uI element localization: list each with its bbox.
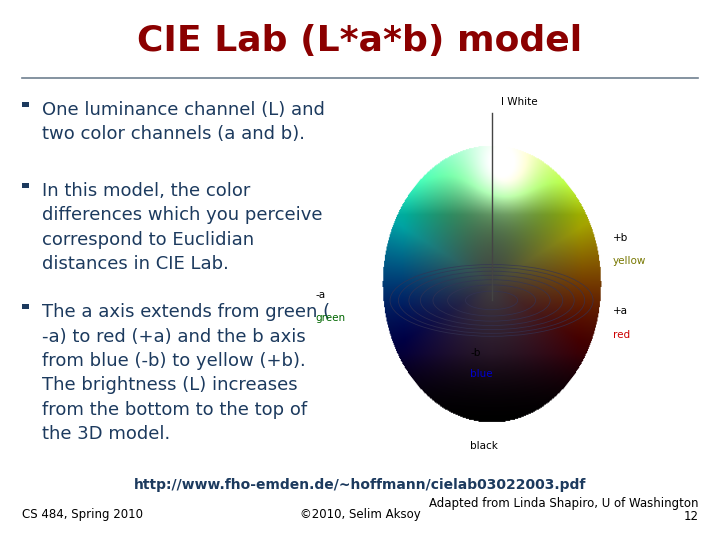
Text: red: red bbox=[613, 330, 630, 340]
FancyBboxPatch shape bbox=[22, 304, 29, 309]
Text: 12: 12 bbox=[683, 510, 698, 523]
Text: In this model, the color
differences which you perceive
correspond to Euclidian
: In this model, the color differences whi… bbox=[42, 182, 323, 273]
Text: CIE Lab (L*a*b) model: CIE Lab (L*a*b) model bbox=[138, 24, 582, 58]
Text: blue: blue bbox=[470, 369, 492, 380]
Text: green: green bbox=[315, 313, 346, 322]
Text: http://www.fho-emden.de/~hoffmann/cielab03022003.pdf: http://www.fho-emden.de/~hoffmann/cielab… bbox=[134, 478, 586, 492]
Text: black: black bbox=[470, 441, 498, 451]
Text: l White: l White bbox=[501, 97, 538, 107]
Text: yellow: yellow bbox=[613, 256, 647, 266]
Text: -b: -b bbox=[470, 348, 480, 358]
Text: Adapted from Linda Shapiro, U of Washington: Adapted from Linda Shapiro, U of Washing… bbox=[429, 497, 698, 510]
Text: +a: +a bbox=[613, 306, 628, 316]
Text: ©2010, Selim Aksoy: ©2010, Selim Aksoy bbox=[300, 508, 420, 521]
Text: The a axis extends from green (
-a) to red (+a) and the b axis
from blue (-b) to: The a axis extends from green ( -a) to r… bbox=[42, 303, 330, 443]
FancyBboxPatch shape bbox=[22, 183, 29, 188]
FancyBboxPatch shape bbox=[22, 102, 29, 107]
Text: -a: -a bbox=[315, 290, 325, 300]
Text: CS 484, Spring 2010: CS 484, Spring 2010 bbox=[22, 508, 143, 521]
Text: One luminance channel (L) and
two color channels (a and b).: One luminance channel (L) and two color … bbox=[42, 101, 325, 143]
Text: +b: +b bbox=[613, 233, 628, 244]
